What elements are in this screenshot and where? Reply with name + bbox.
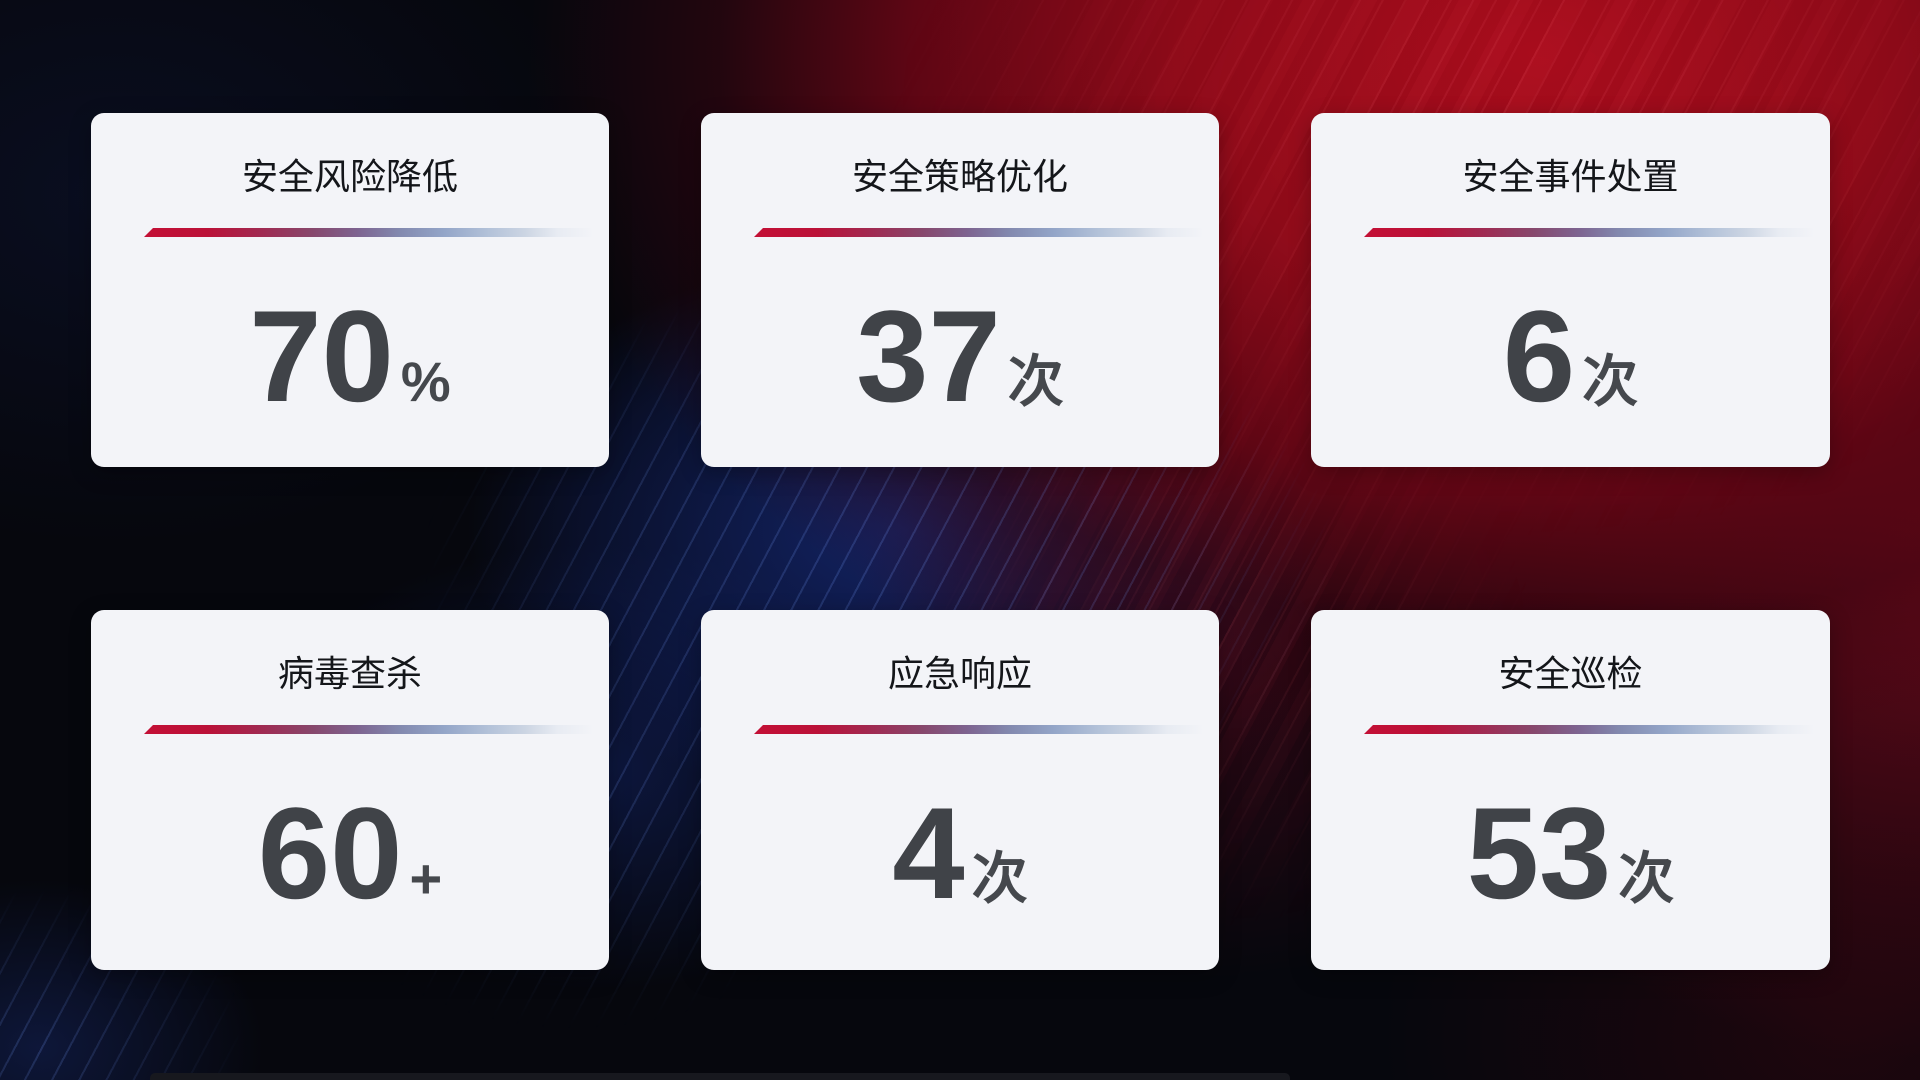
stat-unit: + xyxy=(409,847,443,910)
stat-card-title: 安全事件处置 xyxy=(1462,156,1679,197)
accent-divider xyxy=(144,725,598,734)
stat-value-row: 6 次 xyxy=(1311,291,1830,421)
stat-card-title: 安全风险降低 xyxy=(241,156,458,197)
stat-card-virus-scan: 病毒查杀 60 + xyxy=(91,610,609,970)
stat-unit: 次 xyxy=(971,847,1028,910)
stat-value: 37 xyxy=(856,283,1001,429)
accent-divider xyxy=(754,725,1208,734)
stat-card-title: 应急响应 xyxy=(887,653,1032,694)
stat-value-row: 4 次 xyxy=(701,788,1219,918)
stat-card-title: 安全巡检 xyxy=(1498,653,1643,694)
accent-divider xyxy=(1364,725,1819,734)
stat-card-emergency-response: 应急响应 4 次 xyxy=(701,610,1219,970)
stat-value: 6 xyxy=(1502,283,1576,429)
stat-card-incident-handling: 安全事件处置 6 次 xyxy=(1311,113,1830,467)
stat-unit: 次 xyxy=(1582,350,1639,413)
bottom-edge-strip xyxy=(150,1073,1290,1080)
stat-card-title: 病毒查杀 xyxy=(277,653,422,694)
stat-cards-grid: 安全风险降低 70 % 安全策略优化 37 次 安全事件处置 6 次 病毒查 xyxy=(91,113,1830,970)
accent-divider xyxy=(144,228,598,237)
stat-card-security-inspection: 安全巡检 53 次 xyxy=(1311,610,1830,970)
stat-card-policy-optimization: 安全策略优化 37 次 xyxy=(701,113,1219,467)
stat-card-risk-reduction: 安全风险降低 70 % xyxy=(91,113,609,467)
stat-unit: % xyxy=(400,350,451,413)
stat-value: 53 xyxy=(1466,780,1612,926)
stat-unit: 次 xyxy=(1007,350,1064,413)
stat-value-row: 70 % xyxy=(91,291,609,421)
stat-unit: 次 xyxy=(1618,847,1675,910)
stat-card-title: 安全策略优化 xyxy=(851,156,1068,197)
stat-value: 70 xyxy=(249,283,394,429)
stat-value: 60 xyxy=(257,780,403,926)
stat-value-row: 53 次 xyxy=(1311,788,1830,918)
accent-divider xyxy=(754,228,1208,237)
stat-value-row: 37 次 xyxy=(701,291,1219,421)
accent-divider xyxy=(1364,228,1819,237)
stat-value-row: 60 + xyxy=(91,788,609,918)
stat-value: 4 xyxy=(892,780,965,926)
